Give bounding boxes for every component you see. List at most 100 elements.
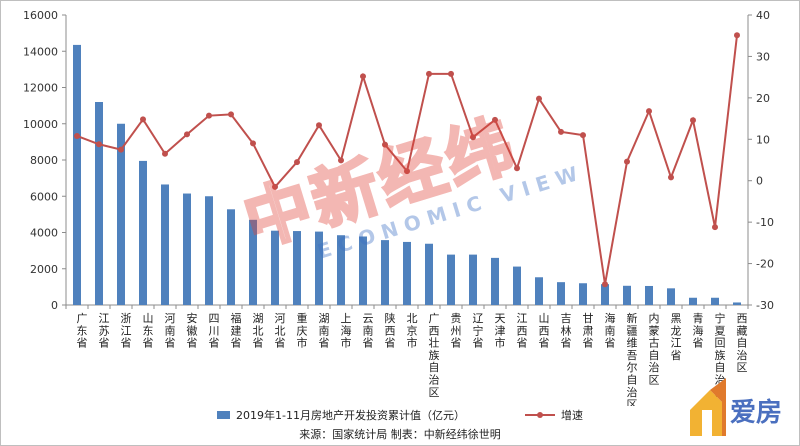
x-category-label: 海南省 xyxy=(605,311,616,350)
bar-24 xyxy=(601,284,609,305)
x-category-label: 广西壮族自治区 xyxy=(429,312,440,399)
x-category-label: 甘肃省 xyxy=(583,312,594,350)
bar-9 xyxy=(271,230,279,305)
x-category-label: 黑龙江省 xyxy=(671,312,682,362)
growth-point-24 xyxy=(602,281,608,288)
bar-12 xyxy=(337,235,345,305)
right-axis-tick-label: -20 xyxy=(756,258,774,271)
x-category-label: 新疆维吾尔自治区 xyxy=(627,311,638,406)
right-axis-tick-label: 30 xyxy=(756,50,770,63)
bar-23 xyxy=(579,283,587,305)
growth-point-12 xyxy=(338,157,344,164)
left-axis-tick-label: 14000 xyxy=(23,45,58,58)
x-category-label: 上海市 xyxy=(341,312,352,350)
growth-point-27 xyxy=(668,174,674,181)
growth-point-14 xyxy=(382,141,388,148)
source-note: 来源：国家统计局 制表：中新经纬徐世明 xyxy=(299,428,501,441)
growth-point-13 xyxy=(360,73,366,80)
x-category-label: 贵州省 xyxy=(451,312,462,350)
growth-point-22 xyxy=(558,128,564,135)
growth-point-9 xyxy=(272,183,278,190)
bar-0 xyxy=(73,44,81,305)
x-category-label: 青海省 xyxy=(693,312,704,350)
x-category-label: 浙江省 xyxy=(121,312,132,350)
right-axis-tick-label: -10 xyxy=(756,216,774,229)
house-logo-icon xyxy=(690,378,726,436)
growth-point-19 xyxy=(492,116,498,123)
growth-point-4 xyxy=(162,150,168,157)
bar-14 xyxy=(381,240,389,305)
left-axis-tick-label: 6000 xyxy=(30,190,58,203)
growth-point-29 xyxy=(712,224,718,231)
x-category-label: 河南省 xyxy=(165,312,176,350)
bar-8 xyxy=(249,219,257,305)
growth-point-26 xyxy=(646,108,652,115)
growth-point-15 xyxy=(404,168,410,175)
growth-point-16 xyxy=(426,70,432,77)
bar-30 xyxy=(733,302,741,305)
chart-legend: 2019年1-11月房地产开发投资累计值（亿元） 增速 xyxy=(0,406,800,424)
left-axis-tick-label: 12000 xyxy=(23,82,58,95)
right-axis-tick-label: 10 xyxy=(756,133,770,146)
bar-28 xyxy=(689,297,697,305)
bar-29 xyxy=(711,297,719,305)
left-axis-tick-label: 4000 xyxy=(30,227,58,240)
bar-26 xyxy=(645,285,653,305)
x-category-label: 湖南省 xyxy=(319,312,330,350)
left-axis-tick-label: 10000 xyxy=(23,118,58,131)
legend-label-investment: 2019年1-11月房地产开发投资累计值（亿元） xyxy=(236,409,465,422)
x-category-label: 河北省 xyxy=(275,312,286,350)
bar-5 xyxy=(183,193,191,305)
growth-point-23 xyxy=(580,132,586,139)
x-category-label: 云南省 xyxy=(363,312,374,350)
bar-19 xyxy=(491,257,499,305)
legend-item-growth: 增速 xyxy=(524,407,583,423)
bar-27 xyxy=(667,288,675,305)
x-category-label: 湖北省 xyxy=(253,312,264,350)
growth-point-25 xyxy=(624,158,630,165)
right-axis-tick-label: 0 xyxy=(756,175,763,188)
x-category-label: 广东省 xyxy=(77,312,88,350)
growth-point-21 xyxy=(536,95,542,102)
left-axis-tick-label: 8000 xyxy=(30,154,58,167)
growth-point-20 xyxy=(514,165,520,172)
growth-point-28 xyxy=(690,117,696,124)
left-axis-tick-label: 0 xyxy=(51,299,58,312)
bar-25 xyxy=(623,285,631,305)
legend-item-investment: 2019年1-11月房地产开发投资累计值（亿元） xyxy=(217,407,465,423)
bar-15 xyxy=(403,241,411,305)
bar-16 xyxy=(425,243,433,305)
bar-21 xyxy=(535,277,543,305)
bar-3 xyxy=(139,160,147,305)
x-category-label: 吉林省 xyxy=(561,312,572,350)
growth-point-17 xyxy=(448,70,454,77)
x-category-label: 福建省 xyxy=(231,311,242,350)
growth-point-10 xyxy=(294,159,300,166)
legend-label-growth: 增速 xyxy=(560,409,583,422)
growth-point-3 xyxy=(140,116,146,123)
bar-4 xyxy=(161,184,169,305)
x-category-label: 北京市 xyxy=(407,312,418,350)
growth-point-30 xyxy=(734,32,740,39)
x-category-label: 江苏省 xyxy=(99,312,110,350)
growth-point-7 xyxy=(228,111,234,118)
growth-point-0 xyxy=(74,132,80,139)
x-category-label: 四川省 xyxy=(209,312,220,350)
left-axis-tick-label: 2000 xyxy=(30,263,58,276)
legend-line-swatch xyxy=(524,410,555,420)
bar-20 xyxy=(513,266,521,305)
bar-7 xyxy=(227,209,235,305)
right-axis-tick-label: 20 xyxy=(756,92,770,105)
logo-text: 爱房 xyxy=(730,398,783,428)
x-category-label: 陕西省 xyxy=(385,311,396,350)
right-axis-tick-label: -30 xyxy=(756,299,774,312)
x-category-label: 内蒙古自治区 xyxy=(649,311,660,387)
bar-18 xyxy=(469,254,477,305)
legend-bar-swatch xyxy=(217,411,231,419)
growth-point-18 xyxy=(470,134,476,141)
x-category-label: 江西省 xyxy=(517,312,528,350)
bar-17 xyxy=(447,254,455,305)
right-axis-tick-label: 40 xyxy=(756,9,770,22)
growth-point-6 xyxy=(206,112,212,119)
bar-22 xyxy=(557,282,565,305)
